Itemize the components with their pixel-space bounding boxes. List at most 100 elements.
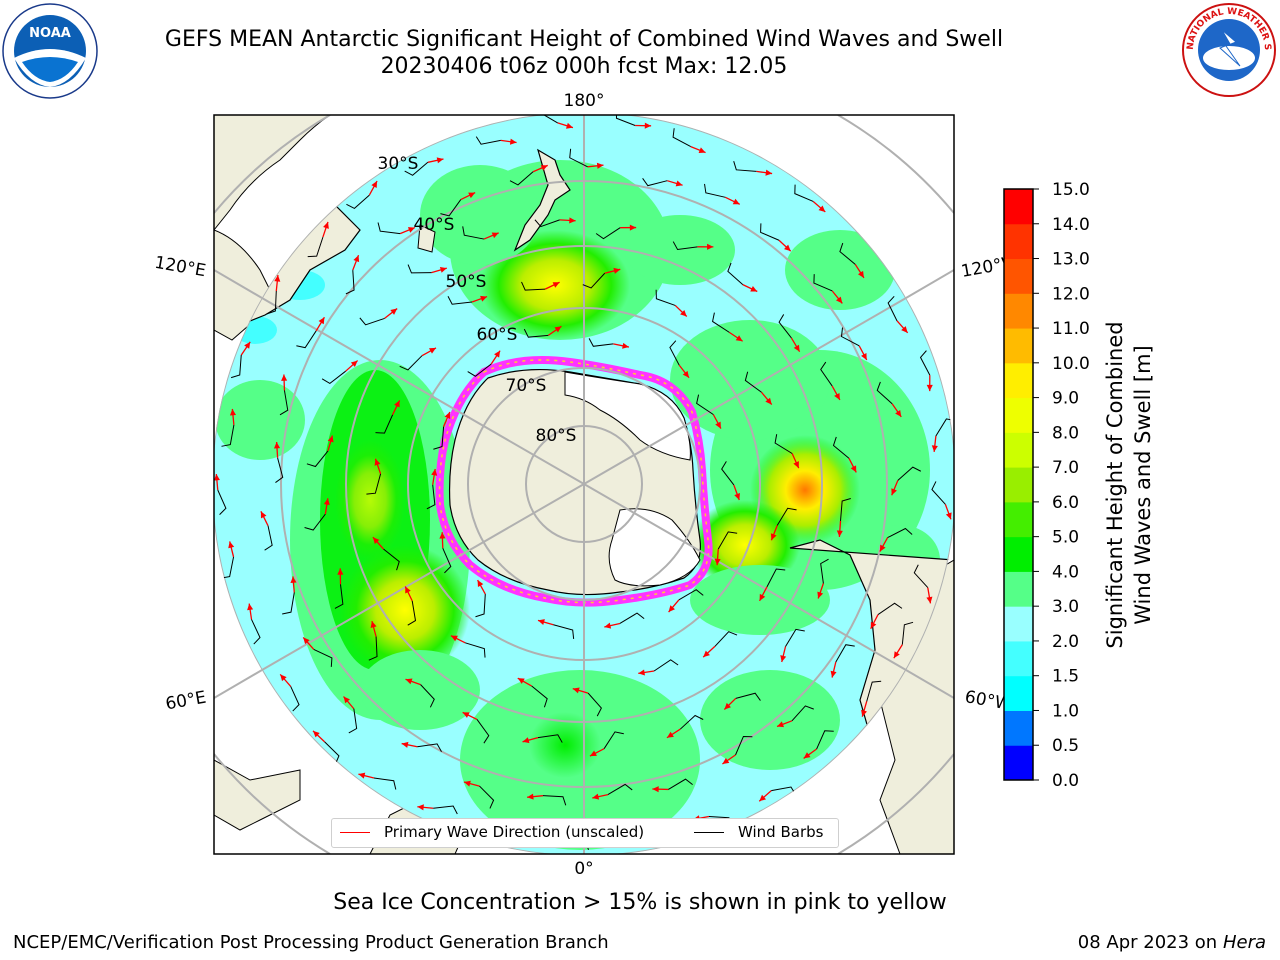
date-text: 08 Apr 2023 on [1077, 932, 1218, 953]
wind-barb [523, 328, 549, 338]
noaa-logo-text: NOAA [29, 26, 71, 41]
wave-direction-arrowhead [462, 712, 470, 718]
wind-barb [615, 115, 636, 126]
wave-direction-arrowhead [750, 286, 758, 292]
colorbar-swatch [1004, 501, 1033, 538]
lon-label-lower-left: 60°E [164, 688, 208, 715]
colorbar-tick-label: 1.0 [1052, 701, 1079, 721]
wave-direction-arrowhead [247, 603, 254, 611]
wind-barb [479, 785, 495, 809]
wave-direction-arrowhead [666, 731, 674, 738]
wind-barb [877, 602, 903, 615]
colorbar-swatch [1004, 432, 1033, 468]
wind-barb [307, 236, 324, 258]
machine-name: Hera [1222, 932, 1266, 953]
colorbar-swatch [1004, 362, 1033, 399]
wave-direction-arrowhead [698, 147, 706, 154]
wave-direction-arrowhead [893, 651, 900, 659]
wind-barb [887, 295, 898, 322]
colorbar-tick-label: 0.0 [1052, 771, 1079, 791]
wave-direction-arrowhead [371, 181, 378, 189]
wave-direction-arrowhead [323, 221, 329, 229]
wind-barb [417, 743, 442, 753]
wave-direction-arrowhead [765, 397, 772, 405]
wind-barb [839, 242, 856, 265]
wave-direction-arrowhead [327, 435, 334, 443]
wind-barb [346, 194, 370, 209]
wave-direction-arrowhead [592, 793, 600, 800]
wave-direction-arrowhead [522, 737, 530, 744]
colorbar-tick-label: 14.0 [1052, 215, 1090, 235]
wind-barb [373, 777, 397, 790]
wind-barb [531, 685, 548, 708]
date-stamp: 08 Apr 2023 on Hera [1078, 932, 1266, 953]
wave-direction-arrowhead [436, 157, 444, 164]
wave-direction-arrowhead [281, 374, 288, 381]
wind-barb [569, 148, 588, 168]
colorbar-tick-label: 9.0 [1052, 389, 1079, 409]
wave-direction-arrowhead [682, 370, 690, 378]
wind-barb [313, 648, 333, 667]
wind-barb [264, 525, 273, 551]
wind-barb [377, 222, 401, 235]
wave-direction-arrowhead [622, 342, 629, 349]
wind-barb [794, 184, 814, 202]
wave-direction-arrowhead [450, 635, 458, 642]
wave-direction-arrowhead [323, 498, 330, 506]
wave-direction-arrowhead [372, 537, 380, 544]
wind-barb [727, 262, 744, 286]
wind-barb [735, 692, 761, 701]
wind-barb [669, 340, 680, 366]
wave-direction-arrowhead [861, 352, 867, 360]
wave-direction-arrowhead [613, 267, 621, 274]
wind-barb [866, 680, 882, 702]
colorbar-swatch [1004, 745, 1033, 781]
wave-direction-arrowhead [638, 669, 645, 676]
wave-direction-arrowhead [850, 465, 857, 473]
wave-direction-arrowhead [596, 162, 604, 169]
wave-direction-arrowhead [417, 804, 424, 811]
colorbar-tick-label: 6.0 [1052, 493, 1079, 513]
wind-barb [766, 568, 786, 587]
wind-barb [603, 731, 624, 749]
wind-barb [696, 394, 714, 415]
wind-barb [776, 507, 797, 526]
wave-direction-arrowhead [540, 165, 548, 171]
wind-barb [931, 481, 946, 505]
wave-direction-arrowhead [759, 593, 766, 601]
wave-direction-arrowhead [879, 544, 886, 552]
colorbar-tick-label: 11.0 [1052, 319, 1090, 339]
chart-subtitle: 20230406 t06z 000h fcst Max: 12.05 [380, 54, 788, 79]
legend-item-primary-wave: Primary Wave Direction (unscaled) [340, 823, 644, 841]
colorbar-swatch [1004, 293, 1033, 329]
wind-barb [534, 219, 560, 228]
legend-item-wind-barbs: Wind Barbs [694, 823, 823, 841]
colorbar-tick-label: 12.0 [1052, 284, 1090, 304]
colorbar-tick-label: 5.0 [1052, 528, 1079, 548]
wave-direction-arrowhead [554, 326, 562, 333]
wind-barb [440, 199, 462, 217]
wave-direction-arrowhead [552, 282, 560, 288]
wind-barb [607, 783, 633, 796]
wave-direction-arrowhead [290, 576, 297, 584]
wind-barb [820, 558, 829, 584]
sea-ice-note: Sea Ice Concentration > 15% is shown in … [333, 890, 947, 915]
wind-barb [840, 497, 851, 522]
wave-direction-arrowhead [735, 335, 743, 342]
wave-direction-arrowhead [734, 493, 741, 501]
map-legend: Primary Wave Direction (unscaled) Wind B… [331, 818, 839, 848]
colorbar-swatch [1004, 258, 1033, 294]
wind-barb [587, 692, 602, 717]
wave-direction-arrowhead [784, 244, 791, 252]
wind-barb [553, 624, 575, 639]
wind-barb [820, 361, 833, 387]
wind-barb [420, 684, 435, 708]
wind-barb [383, 548, 400, 571]
wave-direction-arrowhead [313, 730, 320, 738]
wind-barb [306, 450, 329, 468]
legend-swatch-primary-wave [340, 831, 370, 833]
wave-direction-arrowhead [394, 400, 400, 408]
wind-barb [835, 644, 855, 663]
wave-direction-arrowhead [390, 308, 398, 315]
wave-direction-arrowhead [644, 122, 652, 129]
